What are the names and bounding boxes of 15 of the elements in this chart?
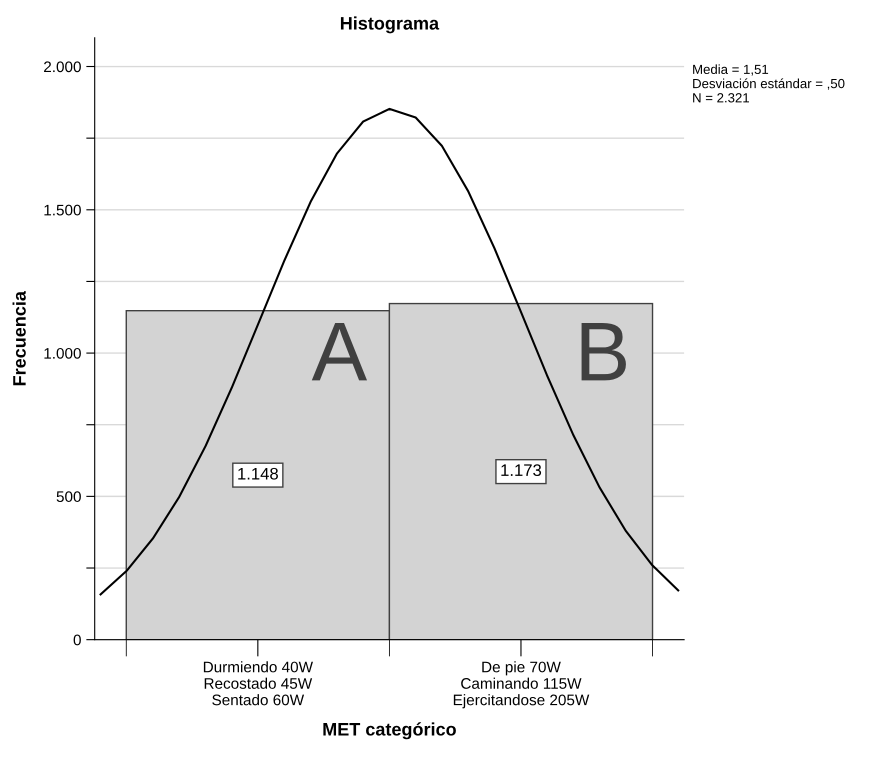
- chart-title: Histograma: [340, 16, 440, 34]
- y-tick-label: 1.000: [44, 348, 81, 359]
- x-axis-title: MET categórico: [323, 722, 456, 740]
- y-tick-label: 500: [56, 491, 81, 502]
- data-label: 1.148: [238, 468, 278, 480]
- annotation: A: [312, 323, 368, 380]
- y-axis-title: Frecuencia: [12, 290, 26, 386]
- y-tick-label: 1.500: [44, 204, 81, 216]
- data-label: 1.173: [501, 464, 542, 476]
- text: Media = 1,51 Desviación estándar = ,50 N = 2.321: [693, 64, 844, 102]
- x-tick-label: Durmiendo 40W Recostado 45W Sentado 60W: [204, 661, 313, 706]
- annotation: B: [582, 323, 626, 380]
- y-tick-label: 2.000: [44, 61, 81, 72]
- y-tick-label: 0: [74, 634, 81, 646]
- x-tick-label: De pie 70W Caminando 115W Ejercitandose 205W: [454, 661, 590, 708]
